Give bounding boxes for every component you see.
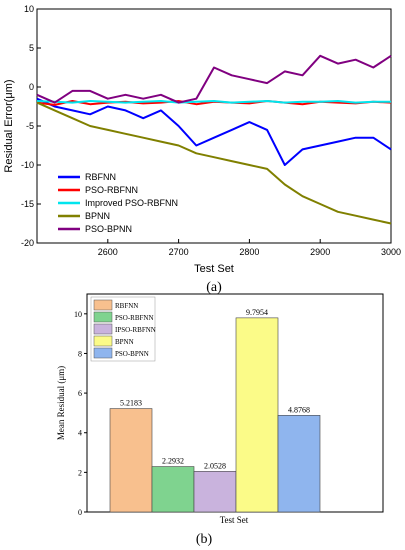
legend-label: RBFNN bbox=[115, 302, 138, 310]
y-tick-label: -5 bbox=[26, 121, 34, 131]
x-tick-label: 2700 bbox=[169, 247, 189, 257]
panel-label-a: (a) bbox=[206, 280, 222, 295]
y-tick-label: -15 bbox=[21, 199, 34, 209]
bar-pso-bpnn bbox=[277, 415, 321, 513]
legend-swatch bbox=[93, 299, 113, 311]
line-chart-panel: -20 -15 -10 -5 0 5 10 2600 2700 2800 2900 3000 RBF… bbox=[3, 4, 401, 295]
legend-label: IPSO-RBFNN bbox=[115, 326, 156, 334]
y-tick-label: 6 bbox=[78, 389, 82, 398]
legend-swatch bbox=[93, 311, 113, 323]
y-tick-label: 8 bbox=[78, 349, 82, 358]
legend-label: Improved PSO-RBFNN bbox=[85, 198, 178, 208]
y-tick-label: 4 bbox=[78, 429, 82, 438]
y-tick-label: 10 bbox=[24, 4, 34, 14]
legend-label: BPNN bbox=[85, 211, 110, 221]
line-legend: RBFNN PSO-RBFNN Improved PSO-RBFNN BPNN PSO-… bbox=[58, 172, 178, 234]
legend-label: PSO-RBFNN bbox=[85, 185, 138, 195]
legend-label: PSO-BPNN bbox=[85, 224, 132, 234]
legend-label: BPNN bbox=[115, 338, 134, 346]
bar-ylabel: Mean Residual (μm) bbox=[56, 366, 66, 440]
x-tick-label: 2900 bbox=[310, 247, 330, 257]
legend-swatch bbox=[93, 335, 113, 347]
bar-value-label: 9.7954 bbox=[246, 308, 268, 317]
bar-rbfnn bbox=[109, 408, 153, 513]
y-tick-label: -20 bbox=[21, 238, 34, 248]
legend-label: RBFNN bbox=[85, 172, 116, 182]
legend-label: PSO-BPNN bbox=[115, 350, 149, 358]
x-tick-label: 2600 bbox=[98, 247, 118, 257]
bar-value-label: 4.8768 bbox=[288, 405, 310, 414]
legend-label: PSO-RBFNN bbox=[115, 314, 154, 322]
y-tick-label: 10 bbox=[74, 310, 82, 319]
bar-value-label: 2.2932 bbox=[162, 457, 184, 466]
bar-bpnn bbox=[235, 317, 279, 513]
series-line-bpnn bbox=[36, 101, 392, 225]
y-tick-label: -10 bbox=[21, 160, 34, 170]
legend-swatch bbox=[93, 347, 113, 359]
series-line-pso-bpnn bbox=[36, 54, 392, 104]
panel-label-b: (b) bbox=[196, 532, 213, 547]
x-tick-label: 3000 bbox=[381, 247, 401, 257]
line-xlabel: Test Set bbox=[194, 263, 234, 275]
bar-xlabel: Test Set bbox=[220, 515, 249, 525]
bar-ipso-rbfnn bbox=[193, 471, 237, 513]
x-tick-label: 2800 bbox=[239, 247, 259, 257]
bar-pso-rbfnn bbox=[151, 466, 195, 513]
y-tick-label: 0 bbox=[29, 82, 34, 92]
bar-legend: RBFNN PSO-RBFNN IPSO-RBFNN BPNN PSO-BPNN bbox=[90, 296, 156, 362]
y-tick-label: 2 bbox=[78, 468, 82, 477]
legend-swatch bbox=[93, 323, 113, 335]
y-tick-label: 0 bbox=[78, 508, 82, 517]
line-ylabel: Residual Error(μm) bbox=[3, 79, 15, 172]
series-line-rbfnn bbox=[36, 97, 392, 166]
bar-value-label: 5.2183 bbox=[120, 399, 142, 408]
bar-chart-panel: 0 2 4 6 8 10 5.2183 2.2932 2.0528 9.7954 4.8768 R… bbox=[56, 293, 384, 547]
y-tick-label: 5 bbox=[29, 43, 34, 53]
bar-value-label: 2.0528 bbox=[204, 461, 226, 470]
series-line-improved-pso-rbfnn bbox=[36, 100, 391, 104]
